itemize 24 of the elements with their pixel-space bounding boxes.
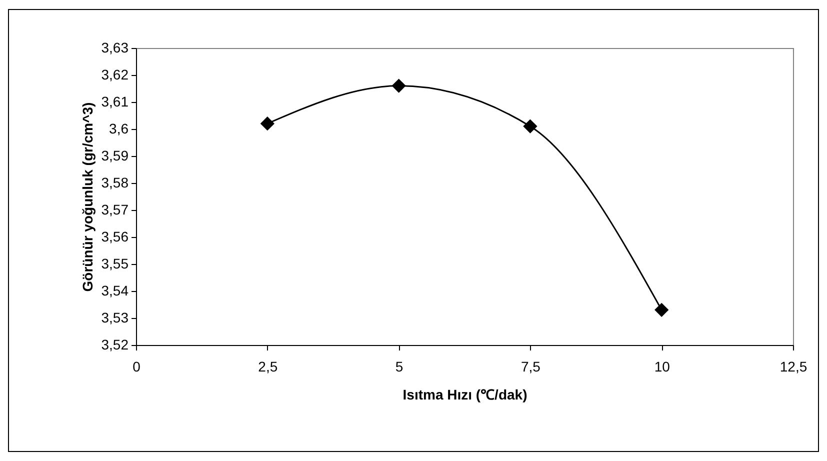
y-tick-label: 3,54 [101,282,129,298]
y-tick-label: 3,52 [101,336,129,352]
x-tick-label: 2,5 [258,358,278,374]
y-tick-label: 3,56 [101,228,129,244]
x-axis-title: Isıtma Hızı (℃/dak) [402,386,528,402]
point [392,78,406,93]
y-tick-label: 3,61 [101,94,129,110]
y-tick-label: 3,58 [101,174,129,190]
y-tick-label: 3,55 [101,256,129,272]
y-tick-label: 3,53 [101,310,129,326]
point [260,116,274,131]
y-tick-label: 3,57 [101,202,129,218]
point [523,119,538,134]
y-tick-label: 3,62 [101,66,129,82]
x-tick-label: 5 [395,358,404,374]
y-tick-label: 3,6 [109,120,129,136]
y-axis-title: Görünür yoğunluk (gr/cm^3) [79,102,96,292]
y-tick-label: 3,59 [101,148,129,164]
x-tick-label: 10 [654,358,670,374]
x-tick-label: 12,5 [780,358,808,374]
y-tick-label: 3,63 [101,40,129,56]
x-tick-label: 0 [132,358,141,374]
x-tick-label: 7,5 [520,358,541,374]
point [654,302,669,317]
